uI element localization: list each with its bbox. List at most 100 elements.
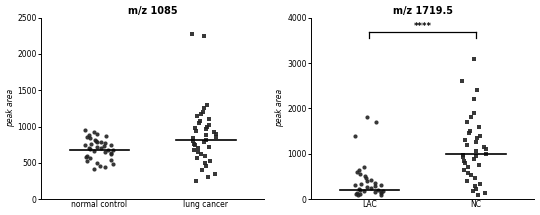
Point: [193, 150, 202, 154]
Point: [84, 147, 93, 150]
Point: [201, 134, 210, 137]
Point: [463, 171, 472, 175]
Point: [86, 142, 95, 146]
Point: [195, 119, 204, 122]
Point: [471, 150, 480, 153]
Point: [462, 143, 471, 146]
Point: [85, 157, 94, 160]
Point: [470, 57, 478, 60]
Point: [376, 183, 385, 186]
Point: [205, 123, 214, 127]
Point: [101, 150, 110, 154]
Point: [109, 149, 118, 152]
Point: [191, 144, 199, 147]
Point: [190, 148, 199, 151]
Text: ****: ****: [414, 22, 431, 31]
Point: [476, 182, 484, 185]
Point: [83, 154, 91, 157]
Point: [93, 132, 102, 135]
Point: [200, 107, 208, 110]
Point: [86, 147, 94, 151]
Point: [363, 186, 372, 189]
Point: [96, 164, 105, 167]
Point: [104, 148, 113, 151]
Point: [473, 89, 482, 92]
Point: [362, 177, 371, 180]
Point: [202, 128, 211, 131]
Point: [212, 132, 221, 135]
Point: [106, 158, 115, 162]
Point: [90, 167, 98, 170]
Point: [379, 189, 388, 193]
Point: [461, 161, 469, 164]
Point: [199, 110, 208, 114]
Point: [350, 134, 359, 137]
Point: [203, 103, 212, 106]
Point: [191, 126, 199, 130]
Point: [471, 177, 480, 180]
Point: [460, 159, 468, 163]
Point: [356, 172, 364, 176]
Point: [97, 146, 105, 149]
Point: [457, 80, 466, 83]
Point: [370, 185, 379, 188]
Point: [353, 170, 362, 174]
Point: [200, 155, 209, 158]
Point: [100, 144, 109, 148]
Y-axis label: peak area: peak area: [5, 89, 15, 127]
Point: [367, 186, 375, 190]
Point: [192, 129, 201, 133]
Point: [467, 174, 476, 177]
Point: [355, 192, 364, 196]
Point: [469, 157, 478, 161]
Point: [210, 172, 219, 175]
Point: [481, 191, 489, 195]
Point: [355, 168, 363, 171]
Point: [480, 145, 489, 149]
Point: [96, 140, 105, 143]
Point: [93, 161, 102, 164]
Point: [469, 111, 478, 115]
Point: [85, 134, 93, 137]
Point: [354, 187, 363, 191]
Point: [197, 112, 205, 116]
Y-axis label: peak area: peak area: [275, 89, 285, 127]
Point: [205, 117, 214, 120]
Point: [376, 190, 385, 194]
Point: [206, 159, 214, 162]
Point: [193, 157, 201, 160]
Point: [204, 176, 213, 179]
Point: [356, 188, 365, 192]
Point: [463, 179, 471, 183]
Point: [101, 165, 110, 169]
Point: [464, 132, 473, 135]
Point: [189, 136, 198, 140]
Point: [89, 131, 98, 134]
Point: [361, 175, 369, 178]
Point: [372, 120, 380, 124]
Point: [377, 191, 386, 194]
Point: [468, 189, 477, 193]
Point: [205, 145, 213, 149]
Point: [472, 154, 481, 158]
Point: [472, 187, 481, 191]
Point: [210, 131, 219, 134]
Point: [106, 143, 115, 146]
Point: [376, 193, 385, 196]
Point: [374, 189, 383, 192]
Point: [193, 147, 202, 150]
Point: [458, 156, 467, 159]
Point: [463, 120, 471, 124]
Point: [459, 153, 468, 156]
Point: [482, 152, 490, 155]
Point: [471, 185, 480, 188]
Point: [352, 192, 360, 195]
Point: [81, 144, 90, 147]
Point: [465, 129, 474, 133]
Point: [83, 160, 92, 163]
Point: [475, 163, 483, 167]
Point: [482, 147, 491, 151]
Point: [467, 116, 475, 119]
Point: [463, 166, 472, 169]
Point: [91, 138, 99, 141]
